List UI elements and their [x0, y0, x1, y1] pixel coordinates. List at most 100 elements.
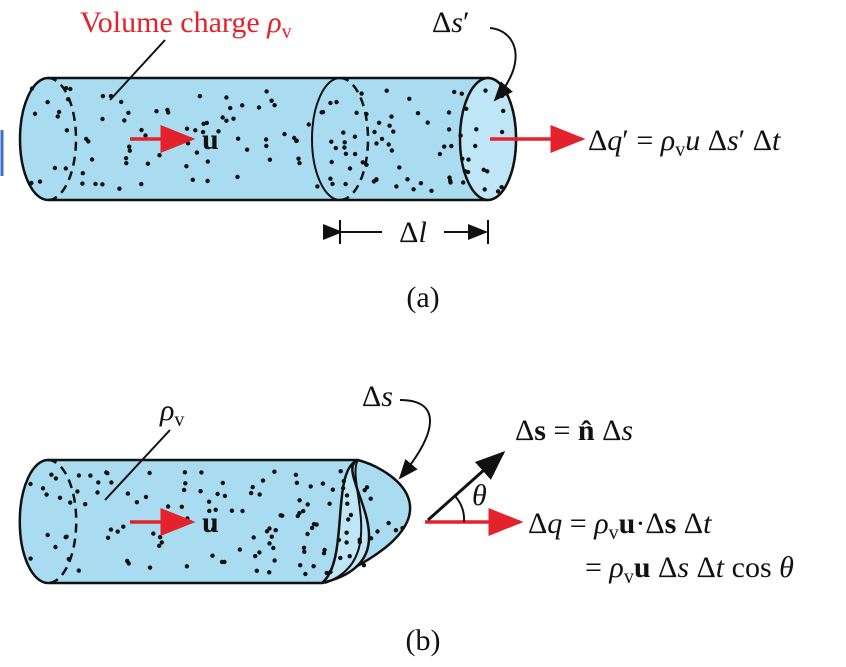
charge-dot	[338, 469, 343, 474]
charge-dot	[329, 159, 334, 165]
charge-dot	[343, 151, 349, 156]
charge-dot	[346, 517, 351, 522]
charge-dot	[464, 106, 469, 112]
charge-dot	[341, 478, 346, 484]
charge-dot	[100, 93, 106, 99]
charge-dot	[301, 508, 306, 514]
charge-dot	[237, 547, 243, 552]
charge-dot	[257, 492, 262, 497]
charge-dot	[108, 527, 114, 532]
charge-dot	[393, 528, 399, 533]
charge-dot	[344, 493, 350, 498]
charge-dot	[184, 164, 189, 169]
surface-label: Δs′	[432, 6, 470, 39]
charge-dot	[139, 127, 144, 133]
charge-dot	[207, 508, 212, 514]
charge-dot	[190, 177, 195, 182]
charge-dot	[308, 484, 313, 489]
charge-dot	[55, 114, 60, 119]
charge-dot	[347, 166, 353, 171]
charge-dot	[482, 187, 487, 192]
charge-dot	[341, 130, 346, 135]
charge-dot	[134, 500, 140, 505]
charge-dot	[315, 184, 320, 189]
charge-dot	[224, 118, 229, 123]
charge-dot	[389, 114, 394, 119]
charge-dot	[260, 478, 266, 483]
charge-dot	[272, 469, 277, 474]
charge-dot	[306, 122, 311, 127]
charge-dot	[282, 131, 287, 137]
charge-dot	[32, 111, 38, 117]
charge-dot	[481, 167, 486, 172]
charge-dot	[216, 129, 221, 134]
charge-dot	[231, 116, 236, 121]
charge-dot	[364, 111, 369, 117]
charge-dot	[448, 180, 453, 185]
charge-dot	[157, 153, 162, 158]
charge-dot	[459, 91, 464, 96]
charge-dot	[278, 513, 283, 518]
charge-dot	[211, 527, 216, 532]
charge-dot	[254, 568, 259, 573]
charge-dot	[466, 157, 471, 162]
charge-dot	[267, 526, 272, 531]
charge-dot	[446, 127, 452, 132]
charge-dot	[352, 134, 358, 139]
charge-dot	[386, 142, 391, 147]
charge-dot	[483, 88, 488, 93]
charge-dot	[297, 498, 302, 503]
charge-dot	[301, 545, 307, 550]
charge-dot	[165, 504, 171, 509]
charge-dot	[100, 116, 105, 122]
charge-dot	[364, 162, 369, 167]
charge-dot	[228, 105, 233, 111]
charge-equation: Δq′ = ρvu Δs′ Δt	[588, 124, 781, 161]
charge-dot	[240, 508, 245, 514]
charge-dot	[328, 176, 333, 181]
charge-dot	[143, 133, 148, 138]
charge-dot	[405, 177, 410, 182]
velocity-label: u	[202, 123, 219, 156]
charge-dot	[293, 472, 299, 477]
charge-dot	[474, 127, 479, 132]
surface-label: Δs	[362, 380, 393, 413]
charge-dot	[52, 165, 58, 171]
charge-dot	[157, 535, 163, 540]
charge-dot	[387, 123, 392, 128]
caption: (b)	[406, 624, 441, 657]
charge-dot	[372, 129, 377, 135]
charge-dot	[154, 109, 159, 114]
charge-dot	[193, 128, 198, 133]
charge-dot	[257, 550, 262, 555]
charge-dot	[68, 500, 73, 505]
charge-dot	[220, 480, 225, 486]
charge-dot	[348, 512, 354, 518]
velocity-label: u	[202, 506, 219, 539]
charge-dot	[330, 181, 335, 187]
charge-dot	[124, 161, 129, 166]
charge-dot	[368, 536, 374, 541]
charge-dot	[244, 147, 250, 152]
charge-dot	[342, 145, 347, 150]
charge-dot	[309, 525, 315, 531]
charge-dot	[63, 86, 69, 91]
charge-dot	[375, 529, 380, 534]
charge-dot	[57, 495, 63, 500]
charge-dot	[127, 144, 132, 149]
charge-dot	[183, 481, 188, 486]
charge-dot	[84, 136, 89, 142]
length-label: Δl	[399, 216, 427, 249]
angle-label: θ	[472, 479, 487, 512]
charge-dot	[125, 491, 131, 496]
charge-dot	[400, 525, 405, 531]
charge-dot	[88, 473, 93, 478]
charge-dot	[415, 111, 421, 116]
charge-dot	[76, 568, 82, 573]
charge-dot	[447, 175, 452, 180]
charge-dot	[205, 178, 210, 184]
charge-dot	[143, 494, 149, 500]
charge-dot	[122, 118, 127, 123]
charge-dot	[458, 133, 463, 138]
charge-dot	[298, 563, 303, 568]
